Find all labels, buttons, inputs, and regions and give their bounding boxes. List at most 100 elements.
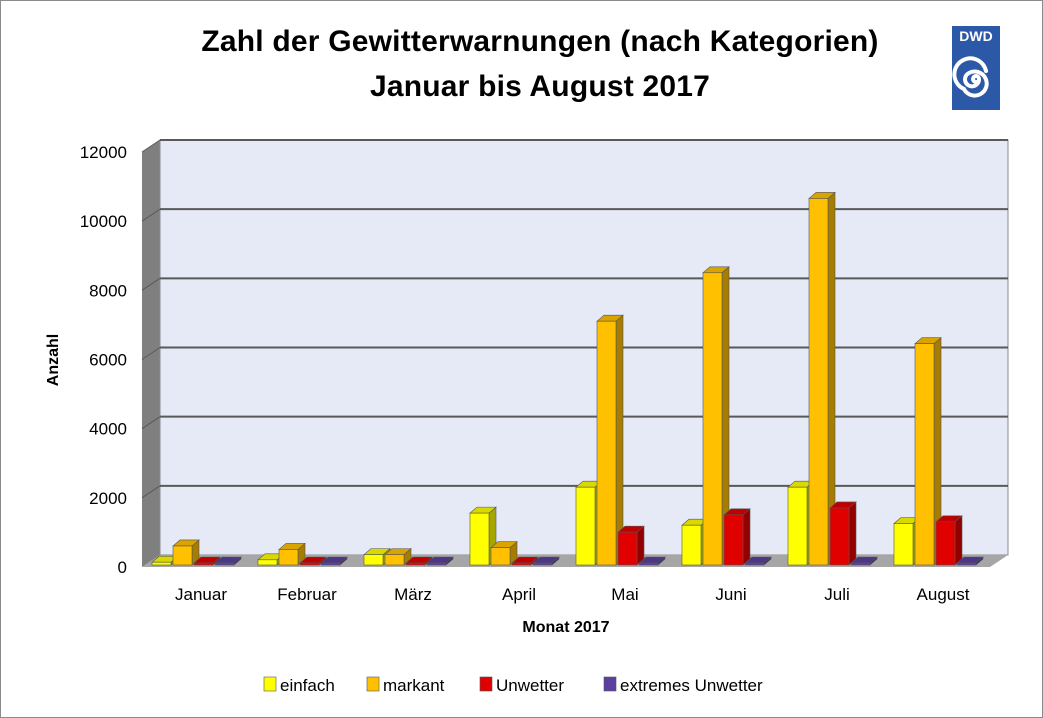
bar-front bbox=[893, 523, 914, 566]
y-axis-ticks: 0 2000 4000 6000 8000 10000 12000 bbox=[80, 143, 127, 577]
bar-front bbox=[490, 547, 511, 566]
x-tick-label: Mai bbox=[611, 585, 638, 604]
bar bbox=[744, 556, 772, 566]
bar-front bbox=[723, 514, 744, 566]
bar-front bbox=[320, 562, 341, 566]
legend-swatch bbox=[603, 676, 617, 692]
y-tick-label: 4000 bbox=[89, 420, 127, 439]
x-axis-ticks: Januar Februar März April Mai Juni Juli August bbox=[175, 585, 970, 604]
bar-front bbox=[384, 554, 405, 566]
bar-front bbox=[151, 561, 172, 566]
bar-side bbox=[848, 501, 857, 566]
bars bbox=[151, 191, 984, 566]
legend-label: Unwetter bbox=[496, 676, 564, 695]
bar bbox=[214, 556, 242, 566]
bar bbox=[426, 556, 454, 566]
bar bbox=[850, 556, 878, 566]
bar-side bbox=[954, 515, 963, 566]
bar-front bbox=[575, 486, 596, 566]
bar bbox=[956, 556, 984, 566]
bar-front bbox=[363, 554, 384, 566]
bar-front bbox=[787, 486, 808, 566]
bar-front bbox=[829, 507, 850, 566]
bar-side bbox=[615, 314, 624, 566]
bar-front bbox=[808, 198, 829, 566]
x-tick-label: Februar bbox=[277, 585, 337, 604]
bar-front bbox=[617, 531, 638, 566]
x-tick-label: März bbox=[394, 585, 432, 604]
bar-front bbox=[469, 512, 490, 566]
bar bbox=[532, 556, 560, 566]
dwd-logo: DWD bbox=[952, 26, 1000, 110]
bar-side bbox=[742, 508, 751, 566]
gridline-depth bbox=[141, 347, 161, 360]
y-tick-label: 2000 bbox=[89, 489, 127, 508]
bar-front bbox=[681, 524, 702, 566]
bar bbox=[914, 337, 942, 566]
bar-front bbox=[744, 562, 765, 566]
y-tick-label: 6000 bbox=[89, 351, 127, 370]
legend-item: einfach bbox=[263, 676, 335, 695]
bar-front bbox=[638, 562, 659, 566]
bar bbox=[723, 508, 751, 566]
legend-label: markant bbox=[383, 676, 445, 695]
legend: einfach markant Unwetter extremes Unwetter bbox=[263, 676, 763, 695]
gridlines bbox=[141, 139, 1008, 499]
bar bbox=[172, 539, 200, 566]
bar-front bbox=[850, 562, 871, 566]
bar-front bbox=[214, 562, 235, 566]
bar-front bbox=[278, 549, 299, 566]
bar bbox=[193, 556, 221, 566]
legend-item: Unwetter bbox=[479, 676, 564, 695]
bar-front bbox=[914, 343, 935, 566]
gridline-depth bbox=[141, 416, 161, 430]
legend-label: extremes Unwetter bbox=[620, 676, 763, 695]
x-tick-label: August bbox=[917, 585, 970, 604]
bar bbox=[490, 541, 518, 566]
x-tick-label: April bbox=[502, 585, 536, 604]
bar-front bbox=[956, 562, 977, 566]
bar bbox=[935, 515, 963, 566]
y-tick-label: 12000 bbox=[80, 143, 127, 162]
bar-front bbox=[405, 562, 426, 566]
gridline-depth bbox=[141, 277, 161, 291]
bar-front bbox=[299, 562, 320, 566]
x-axis-title: Monat 2017 bbox=[522, 619, 609, 636]
bar-front bbox=[511, 562, 532, 566]
legend-label: einfach bbox=[280, 676, 335, 695]
legend-swatch bbox=[366, 676, 380, 692]
spiral-icon bbox=[952, 56, 989, 98]
legend-item: markant bbox=[366, 676, 445, 695]
bar bbox=[808, 191, 836, 566]
x-tick-label: Juli bbox=[824, 585, 850, 604]
legend-item: extremes Unwetter bbox=[603, 676, 763, 695]
bar bbox=[299, 556, 327, 566]
plot-background bbox=[142, 139, 1009, 567]
gridline-depth bbox=[141, 485, 161, 499]
bar-front bbox=[532, 562, 553, 566]
bar bbox=[829, 501, 857, 566]
bar bbox=[320, 556, 348, 566]
chart-title: Zahl der Gewitterwarnungen (nach Kategor… bbox=[201, 25, 879, 58]
x-tick-label: Juni bbox=[715, 585, 746, 604]
bar bbox=[638, 556, 666, 566]
y-tick-label: 10000 bbox=[80, 212, 127, 231]
dwd-logo-text: DWD bbox=[959, 28, 993, 44]
bar bbox=[278, 542, 306, 566]
y-tick-label: 0 bbox=[118, 558, 127, 577]
bar bbox=[702, 266, 730, 566]
legend-swatch bbox=[263, 676, 277, 692]
bar-front bbox=[193, 562, 214, 566]
x-tick-label: Januar bbox=[175, 585, 227, 604]
legend-swatch bbox=[479, 676, 493, 692]
gridline-depth bbox=[141, 139, 161, 153]
bar-front bbox=[935, 521, 956, 566]
bar-front bbox=[257, 559, 278, 566]
bar-side bbox=[636, 525, 645, 566]
bar bbox=[617, 525, 645, 566]
bar bbox=[596, 314, 624, 566]
gridline-depth bbox=[141, 208, 161, 222]
bar-front bbox=[596, 320, 617, 566]
bar-front bbox=[426, 562, 447, 566]
